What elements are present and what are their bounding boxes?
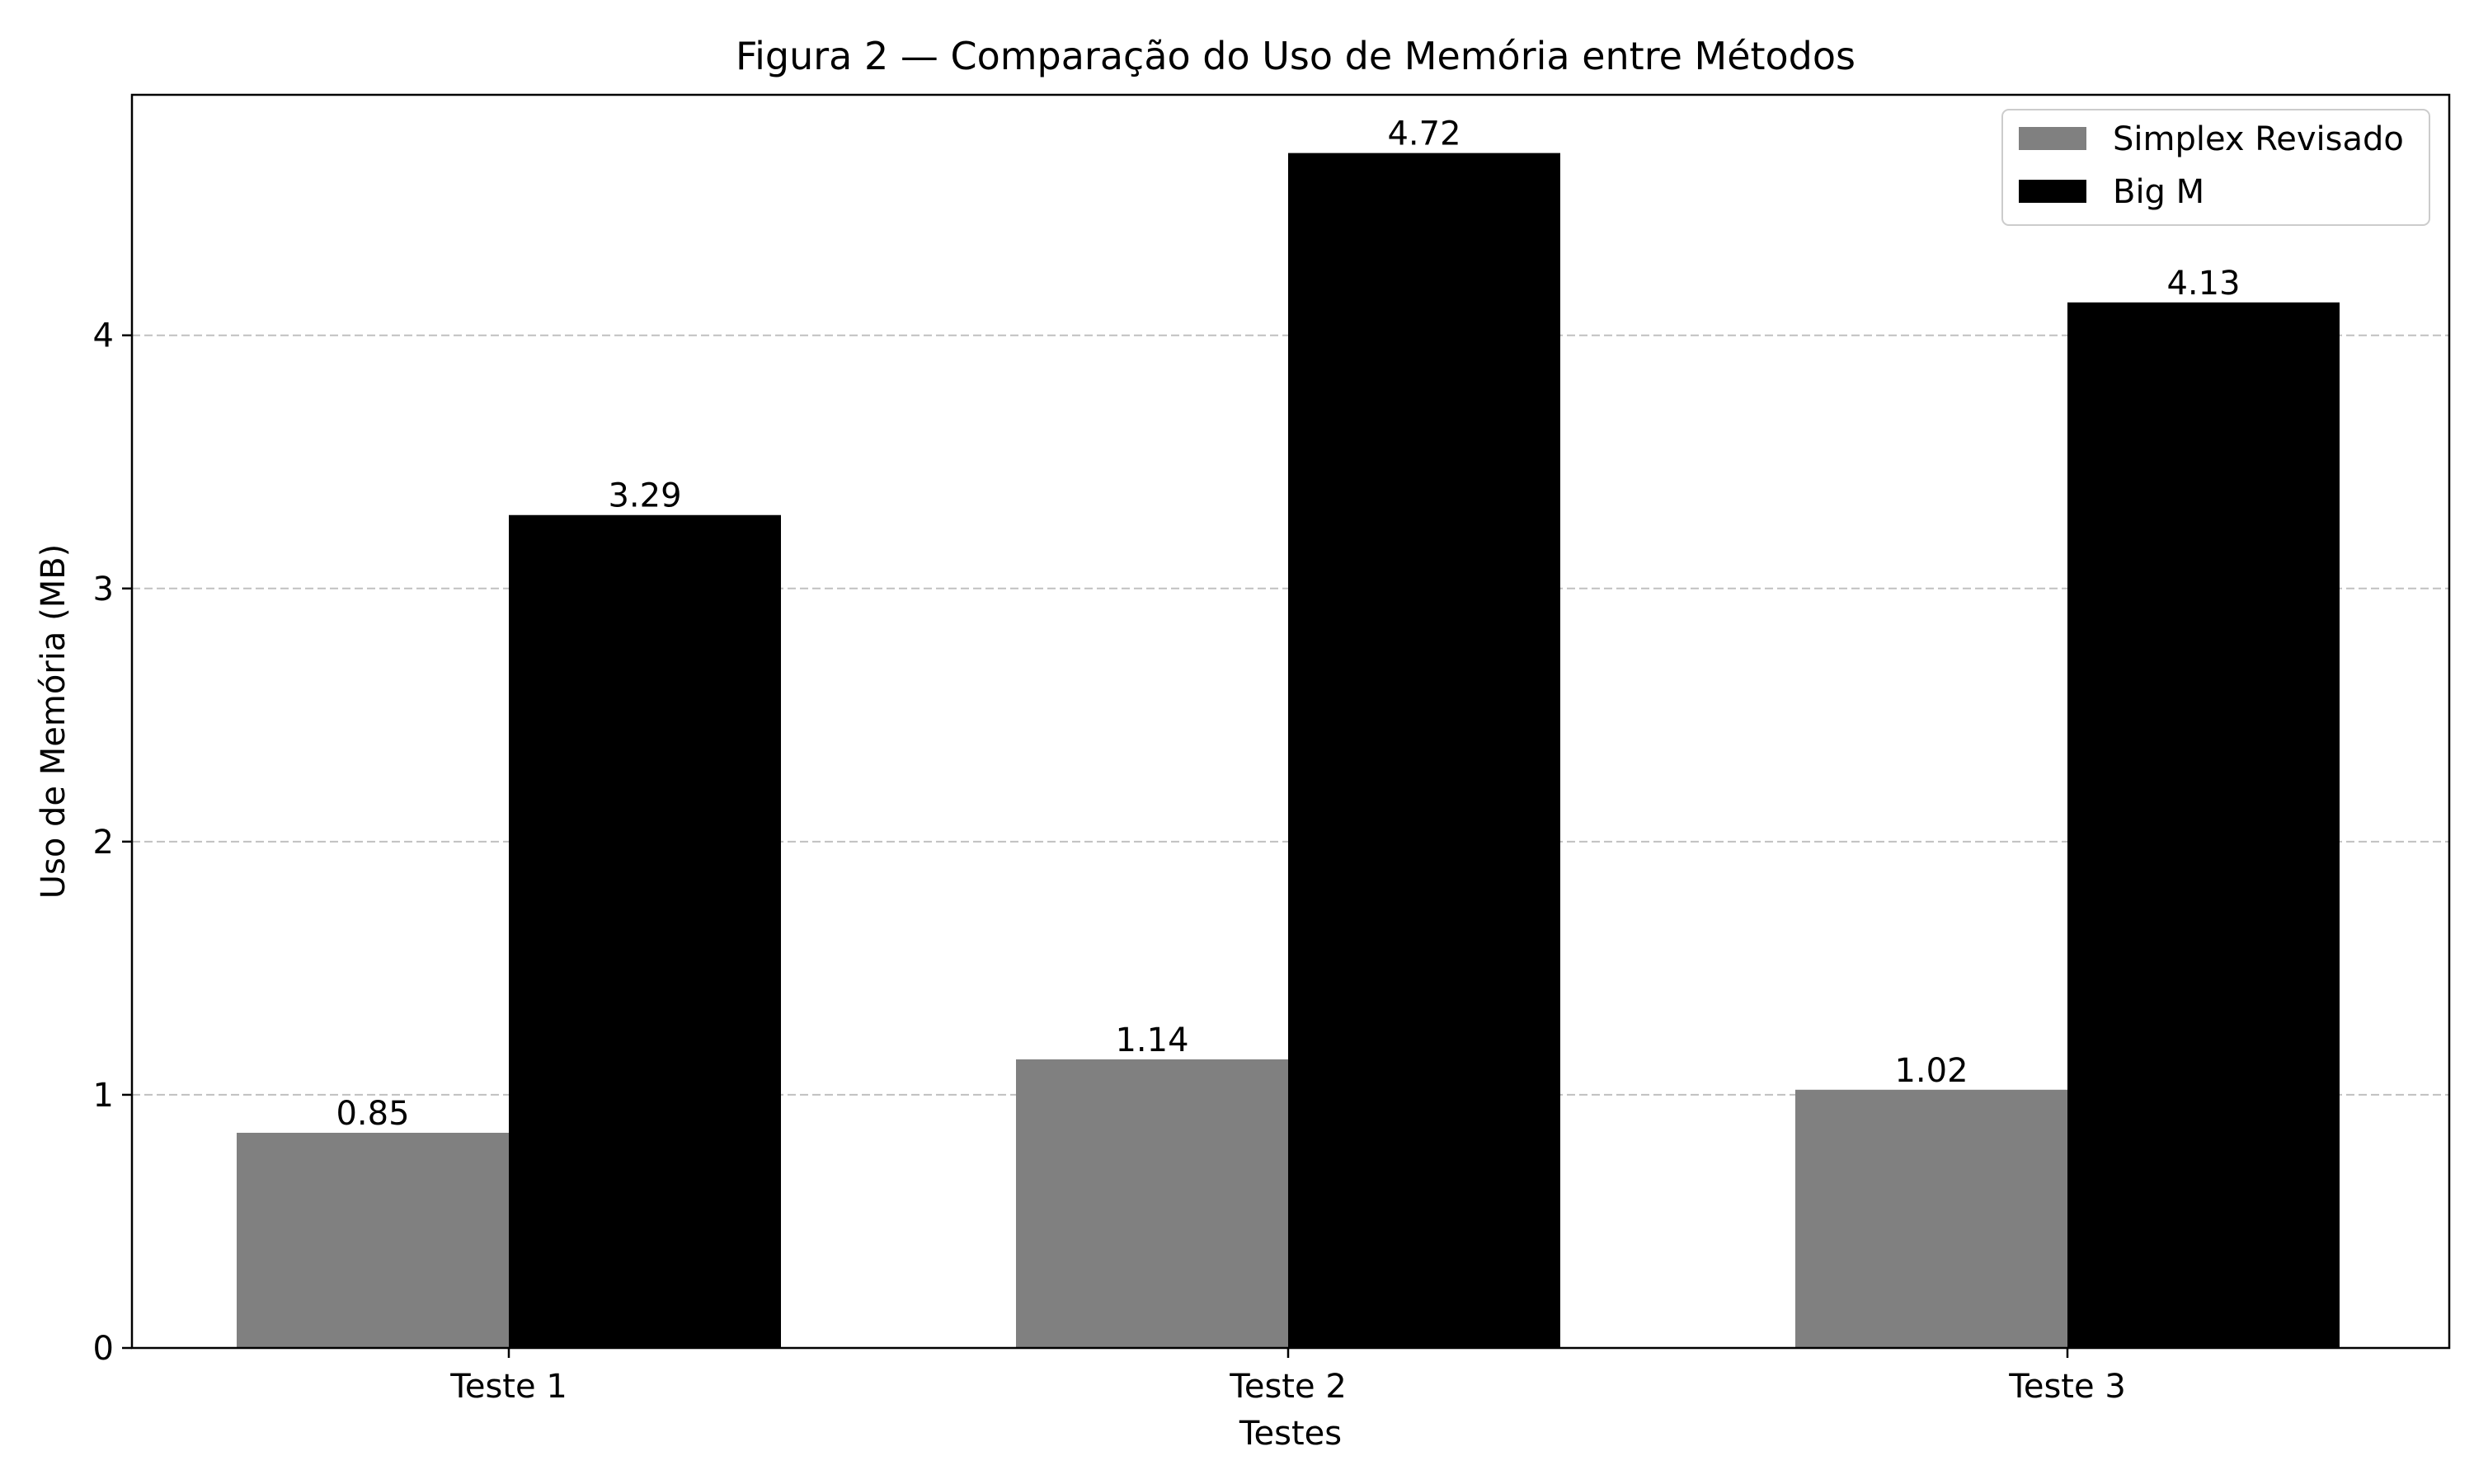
x-tick-label-1: Teste 1 bbox=[449, 1368, 567, 1406]
value-label-simplex-revisado-2: 1.14 bbox=[1115, 1021, 1188, 1059]
x-tick-label-2: Teste 2 bbox=[1229, 1368, 1347, 1406]
bar-simplex-revisado-3 bbox=[1795, 1089, 2067, 1348]
value-labels: 0.85 3.29 1.14 4.72 1.02 4.13 bbox=[336, 115, 2240, 1133]
chart-title: Figura 2 — Comparação do Uso de Memória … bbox=[736, 34, 1856, 78]
value-label-big-m-2: 4.72 bbox=[1387, 115, 1460, 153]
y-tick-label-2: 2 bbox=[93, 824, 114, 862]
legend-swatch-big-m bbox=[2019, 180, 2086, 203]
bar-simplex-revisado-1 bbox=[237, 1132, 509, 1348]
y-axis-label: Uso de Memória (MB) bbox=[35, 544, 73, 899]
legend-label-simplex-revisado: Simplex Revisado bbox=[2113, 120, 2404, 158]
bar-big-m-1 bbox=[509, 514, 781, 1348]
x-axis-label: Testes bbox=[1239, 1415, 1342, 1453]
bar-big-m-3 bbox=[2067, 302, 2340, 1348]
y-tick-label-4: 4 bbox=[93, 317, 114, 355]
value-label-big-m-3: 4.13 bbox=[2166, 265, 2240, 303]
legend-frame bbox=[2001, 109, 2430, 226]
value-label-simplex-revisado-3: 1.02 bbox=[1894, 1052, 1968, 1090]
value-label-simplex-revisado-1: 0.85 bbox=[336, 1095, 409, 1133]
bars bbox=[237, 153, 2340, 1349]
y-tick-label-3: 3 bbox=[93, 571, 114, 608]
y-axis-ticks: 0 1 2 3 4 bbox=[93, 317, 132, 1368]
x-axis-ticks: Teste 1 Teste 2 Teste 3 bbox=[449, 1348, 2126, 1406]
legend: Simplex Revisado Big M bbox=[2001, 109, 2430, 226]
y-tick-label-1: 1 bbox=[93, 1077, 114, 1115]
value-label-big-m-1: 3.29 bbox=[608, 477, 681, 515]
legend-swatch-simplex-revisado bbox=[2019, 127, 2086, 150]
x-tick-label-3: Teste 3 bbox=[2008, 1368, 2126, 1406]
legend-label-big-m: Big M bbox=[2113, 173, 2204, 211]
bar-big-m-2 bbox=[1288, 153, 1560, 1349]
plot-frame bbox=[130, 93, 2451, 1350]
y-tick-label-0: 0 bbox=[93, 1330, 114, 1368]
bar-simplex-revisado-2 bbox=[1016, 1059, 1288, 1348]
